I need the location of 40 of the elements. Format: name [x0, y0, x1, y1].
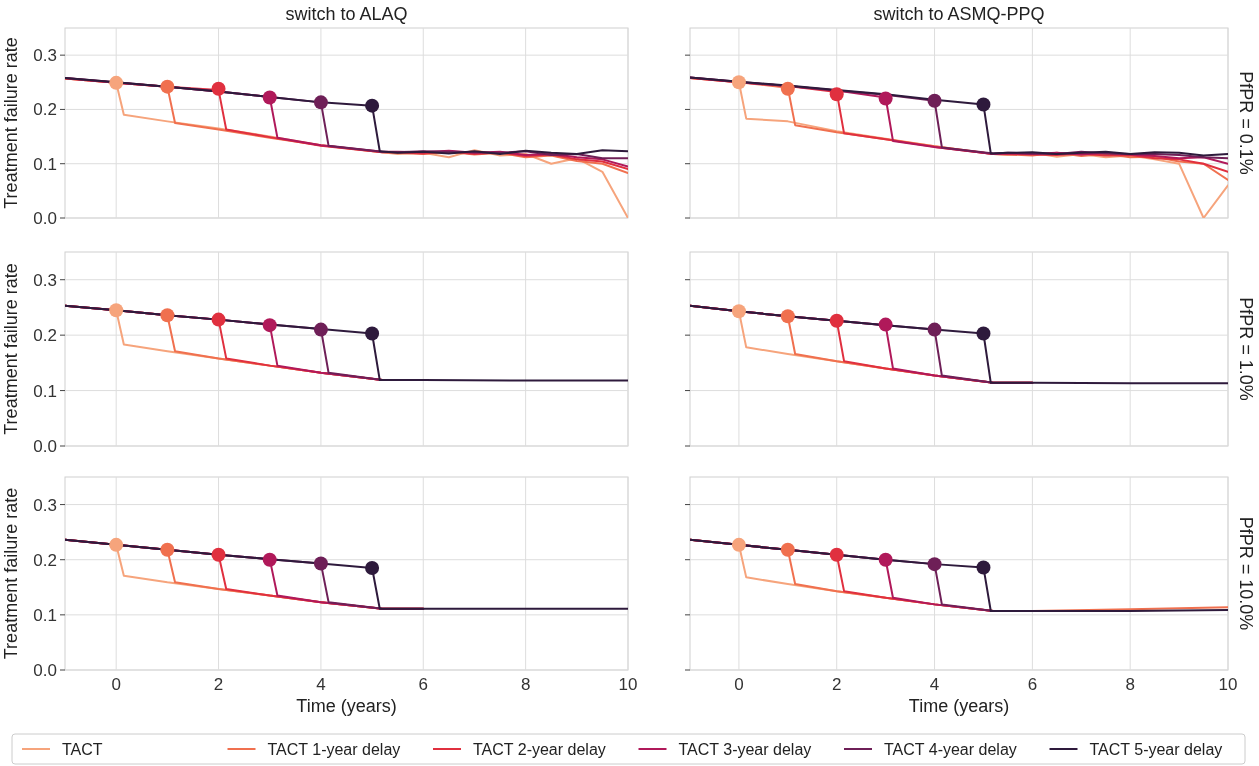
x-axis-title: Time (years) [296, 696, 397, 716]
y-tick-label: 0.1 [33, 605, 57, 625]
y-tick-label: 0.0 [33, 660, 57, 680]
y-tick-label: 0.2 [33, 550, 57, 570]
y-axis-title: Treatment failure rate [1, 37, 21, 209]
x-tick-label: 6 [418, 675, 429, 694]
y-tick-label: 0.0 [33, 208, 57, 228]
legend-label: TACT 5-year delay [1089, 740, 1223, 758]
y-axis-title: Treatment failure rate [1, 263, 21, 435]
legend-label: TACT 3-year delay [678, 740, 812, 758]
x-tick-label: 6 [1027, 675, 1038, 694]
x-tick-label: 4 [929, 675, 940, 694]
text: PfPR = 1.0% [1236, 297, 1256, 401]
x-tick-label: 2 [213, 675, 224, 694]
y-tick-label: 0.3 [33, 46, 57, 66]
x-tick-label: 0 [734, 675, 744, 694]
x-tick-label: 10 [1218, 675, 1238, 694]
y-tick-label: 0.2 [33, 326, 57, 346]
legend-label: TACT 2-year delay [473, 740, 606, 758]
chart-title: switch to ASMQ-PPQ [873, 4, 1045, 24]
x-tick-label: 2 [831, 675, 842, 694]
legend-label: TACT 1-year delay [267, 740, 401, 758]
y-tick-label: 0.3 [33, 270, 57, 290]
y-tick-label: 0.2 [33, 100, 57, 120]
chart-title: switch to ALAQ [285, 4, 408, 24]
y-tick-label: 0.1 [33, 381, 57, 401]
x-tick-label: 8 [520, 675, 531, 694]
text: PfPR = 10.0% [1236, 516, 1256, 631]
y-tick-label: 0.3 [33, 495, 57, 515]
x-tick-label: 4 [316, 675, 326, 694]
x-axis-title: Time (years) [908, 696, 1010, 716]
text: PfPR = 0.1% [1236, 71, 1256, 175]
x-tick-label: 0 [111, 675, 121, 694]
x-tick-label: 8 [1125, 675, 1135, 694]
y-axis-title: Treatment failure rate [1, 487, 21, 660]
legend-label: TACT [62, 740, 103, 758]
y-tick-label: 0.1 [33, 154, 57, 174]
legend-label: TACT 4-year delay [884, 740, 1017, 758]
x-tick-label: 10 [618, 675, 638, 694]
y-tick-label: 0.0 [33, 436, 57, 456]
